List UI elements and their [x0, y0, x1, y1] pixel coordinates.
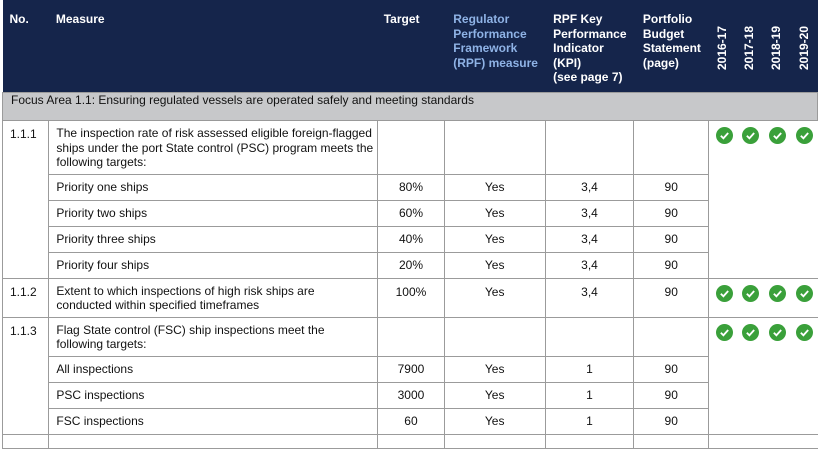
pbs-page: 90 — [633, 173, 710, 201]
rpf-value: Yes — [443, 381, 546, 409]
kpi-value: 3,4 — [544, 173, 635, 201]
header-year-2: 2017-18 — [741, 25, 756, 70]
rpf-value: Yes — [443, 173, 546, 201]
pbs-page: 90 — [633, 381, 710, 409]
header-year-3: 2018-19 — [769, 25, 784, 70]
kpi-value: 3,4 — [544, 225, 635, 253]
header-year-4: 2019-20 — [796, 25, 811, 70]
target-value: 100% — [377, 277, 445, 318]
sub-measure-row: FSC inspections 60 Yes 1 90 — [3, 407, 818, 435]
pbs-page: 90 — [633, 407, 710, 435]
year-status-cell — [708, 120, 818, 279]
kpi-value: 1 — [544, 407, 635, 435]
kpi-value: 3,4 — [544, 199, 635, 227]
target-value: 60 — [377, 407, 445, 435]
next-row-partial — [1, 433, 818, 449]
header-target: Target — [383, 12, 420, 26]
sub-measure-text: FSC inspections — [48, 407, 379, 435]
check-circle-icon — [742, 323, 760, 341]
header-kpi: RPF Key Performance Indicator (KPI) (see pag… — [553, 12, 627, 84]
kpi-value: 3,4 — [544, 251, 635, 279]
sub-measure-row: All inspections 7900 Yes 1 90 — [3, 355, 818, 383]
header-rpf: Regulator Performance Framework (RPF) measu… — [453, 12, 538, 70]
measure-number: 1.1.3 — [1, 316, 50, 435]
sub-measure-text: PSC inspections — [48, 381, 379, 409]
sub-measure-row: PSC inspections 3000 Yes 1 90 — [3, 381, 818, 409]
header-row: No. Measure Target Regulator Performance F… — [2, 0, 818, 93]
target-value: 80% — [377, 173, 445, 201]
check-circle-icon — [769, 127, 787, 144]
pbs-page: 90 — [633, 251, 710, 279]
measure-row: 1.1.2 Extent to which inspections of hig… — [1, 277, 818, 318]
sub-measure-text: Priority two ships — [48, 199, 379, 227]
kpi-value: 1 — [544, 381, 635, 409]
check-circle-icon — [715, 323, 733, 341]
header-pbs: Portfolio Budget Statement (page) — [642, 12, 701, 70]
sub-measure-text: All inspections — [48, 355, 379, 383]
pbs-page: 90 — [633, 225, 710, 253]
target-value: 20% — [377, 251, 445, 279]
target-value: 60% — [377, 199, 445, 227]
check-circle-icon — [769, 284, 787, 302]
check-circle-icon — [769, 323, 787, 341]
check-circle-icon — [742, 284, 760, 302]
measure-text: The inspection rate of risk assessed eli… — [48, 120, 379, 175]
sub-measure-text: Priority four ships — [48, 251, 379, 279]
focus-area-title: Focus Area 1.1: Ensuring regulated vesse… — [2, 92, 818, 121]
year-status-cell — [708, 277, 818, 318]
rpf-value: Yes — [443, 251, 546, 279]
kpi-value: 1 — [544, 355, 635, 383]
measure-row: 1.1.1 The inspection rate of risk assess… — [1, 120, 818, 279]
check-circle-icon — [795, 127, 813, 144]
check-circle-icon — [715, 127, 733, 144]
sub-measure-row: Priority four ships 20% Yes 3,4 90 — [3, 251, 818, 279]
rpf-value: Yes — [443, 225, 546, 253]
measure-text: Extent to which inspections of high risk… — [48, 277, 379, 318]
target-value: 7900 — [377, 355, 445, 383]
rpf-value: Yes — [443, 199, 546, 227]
pbs-page: 90 — [633, 199, 710, 227]
sub-measure-text: Priority one ships — [48, 173, 379, 201]
sub-measure-row: Priority two ships 60% Yes 3,4 90 — [3, 199, 818, 227]
pbs-page: 90 — [633, 355, 710, 383]
check-circle-icon — [795, 323, 813, 341]
check-circle-icon — [715, 284, 733, 302]
measure-number: 1.1.2 — [1, 277, 50, 318]
rpf-value: Yes — [443, 407, 546, 435]
measure-number: 1.1.1 — [1, 120, 50, 279]
target-value: 3000 — [377, 381, 445, 409]
header-year-1: 2016-17 — [714, 25, 729, 70]
check-circle-icon — [795, 284, 813, 302]
focus-area-row: Focus Area 1.1: Ensuring regulated vesse… — [2, 92, 818, 121]
rpf-value: Yes — [443, 277, 546, 318]
header-measure: Measure — [55, 12, 105, 26]
kpi-value: 3,4 — [544, 277, 635, 318]
check-circle-icon — [742, 127, 760, 144]
pbs-page: 90 — [633, 277, 710, 318]
sub-measure-row: Priority three ships 40% Yes 3,4 90 — [3, 225, 818, 253]
measure-text: Flag State control (FSC) ship inspection… — [48, 316, 379, 357]
sub-measure-row: Priority one ships 80% Yes 3,4 90 — [3, 173, 818, 201]
target-value: 40% — [377, 225, 445, 253]
rpf-value: Yes — [443, 355, 546, 383]
year-status-cell — [708, 316, 818, 435]
header-no: No. — [9, 12, 29, 26]
measure-row: 1.1.3 Flag State control (FSC) ship insp… — [1, 316, 818, 435]
sub-measure-text: Priority three ships — [48, 225, 379, 253]
